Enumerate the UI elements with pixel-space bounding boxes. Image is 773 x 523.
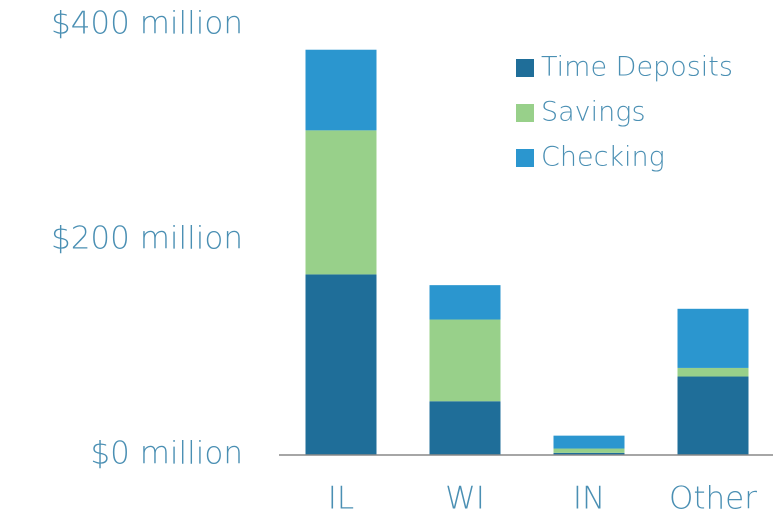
legend-swatch bbox=[516, 104, 534, 122]
bar-segment bbox=[305, 49, 377, 131]
bar-segment bbox=[305, 130, 377, 275]
bar-segment bbox=[677, 308, 749, 368]
x-tick-label: Other bbox=[669, 481, 757, 517]
bar-segment bbox=[553, 448, 625, 453]
bar-segment bbox=[553, 452, 625, 455]
bar-segment bbox=[677, 367, 749, 377]
legend-label: Time Deposits bbox=[541, 52, 733, 83]
x-tick-label: WI bbox=[445, 481, 485, 517]
bar-segment bbox=[677, 376, 749, 455]
legend-label: Checking bbox=[541, 142, 665, 173]
x-tick-label: IN bbox=[573, 481, 605, 517]
legend-swatch bbox=[516, 59, 534, 77]
x-tick-label: IL bbox=[328, 481, 354, 517]
bar-segment bbox=[429, 401, 501, 455]
bar-segment bbox=[305, 274, 377, 455]
bar-segment bbox=[553, 435, 625, 449]
y-tick-label: $200 million bbox=[51, 221, 243, 257]
legend-swatch bbox=[516, 149, 534, 167]
bar-segment bbox=[429, 285, 501, 320]
bar-segment bbox=[429, 319, 501, 402]
y-tick-label: $400 million bbox=[51, 6, 243, 42]
y-tick-label: $0 million bbox=[90, 436, 243, 472]
legend-label: Savings bbox=[541, 97, 646, 128]
